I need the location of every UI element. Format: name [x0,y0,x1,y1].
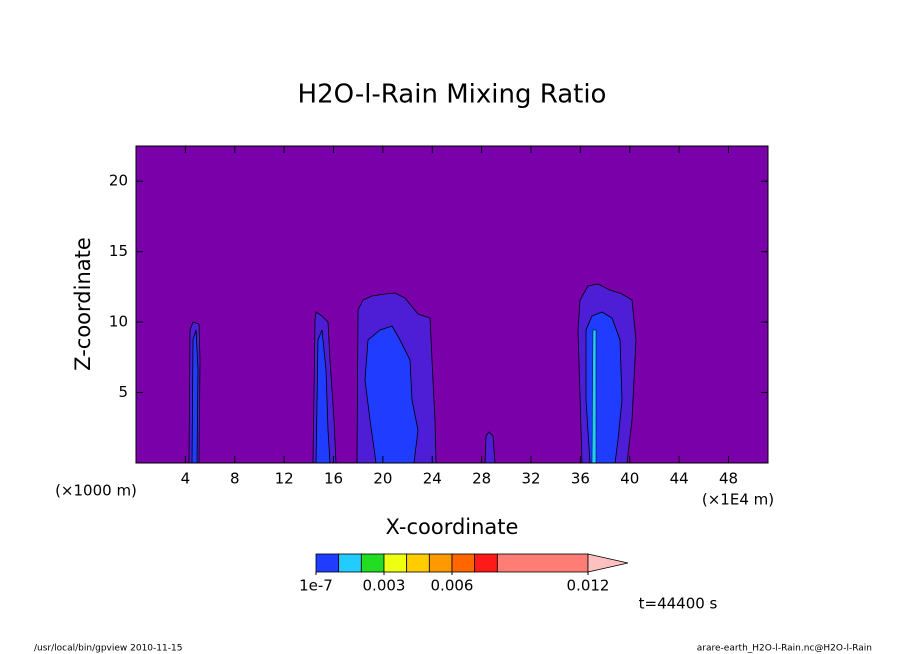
colorbar-box [451,553,476,573]
colorbar-box [496,553,589,573]
colorbar-box [360,553,385,573]
x-tick-label: 40 [620,470,639,488]
x-tick-label: 8 [230,470,240,488]
x-tick-label: 24 [423,470,442,488]
colorbar-box [474,553,498,573]
x-tick-label: 16 [324,470,343,488]
colorbar-tick-label: 0.012 [567,577,610,595]
plot-background [136,146,768,463]
y-tick-label: 10 [109,313,128,331]
y-axis-label: Z-coordinate [71,237,95,371]
x-tick-label: 32 [521,470,540,488]
x-tick-label: 48 [719,470,738,488]
colorbar-tick-label: 1e-7 [299,577,333,595]
x-axis-label: X-coordinate [386,515,519,539]
x-unit-right: (×1E4 m) [702,491,774,509]
colorbar-extend [587,553,629,573]
x-unit-left: (×1000 m) [55,482,137,500]
y-tick-label: 20 [109,172,128,190]
cloud-inner [585,311,623,464]
time-label: t=44400 s [639,595,718,613]
x-tick-label: 20 [373,470,392,488]
x-tick-label: 4 [181,470,191,488]
colorbar-box [338,553,362,573]
plot-frame [135,145,769,464]
cloud-inner [191,329,199,464]
y-tick-label: 15 [109,242,128,260]
colorbar-box [428,553,453,573]
x-tick-label: 28 [472,470,491,488]
x-tick-label: 12 [275,470,294,488]
colorbar-box [315,553,340,573]
x-tick-label: 36 [571,470,590,488]
footer-right: arare-earth_H2O-l-Rain.nc@H2O-l-Rain [697,644,872,654]
colorbar-box [383,553,408,573]
colorbar-tick-label: 0.003 [363,577,406,595]
footer-left: /usr/local/bin/gpview 2010-11-15 [34,644,182,654]
x-tick-label: 44 [670,470,689,488]
y-tick-label: 5 [118,383,128,401]
cloud-inner [364,325,419,464]
chart-title: H2O-l-Rain Mixing Ratio [298,80,607,110]
colorbar-tick-label: 0.006 [431,577,474,595]
colorbar-box [406,553,430,573]
